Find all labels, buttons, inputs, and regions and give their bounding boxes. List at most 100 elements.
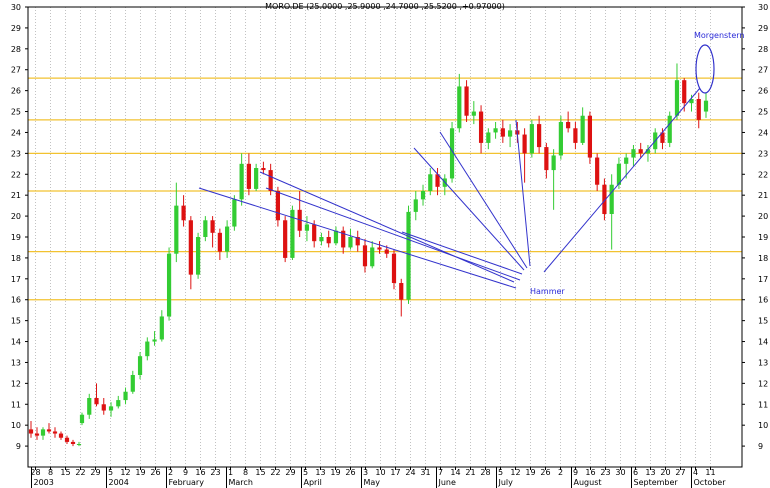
y-tick-label-right: 26 [758, 87, 768, 96]
hammer-pointer-line [543, 87, 701, 273]
y-tick-label-left: 9 [16, 442, 21, 451]
x-tick-label: 5 [108, 468, 113, 477]
x-tick-label: 5 [498, 468, 503, 477]
x-tick-label: 26 [150, 468, 160, 477]
x-tick-label: 23 [210, 468, 220, 477]
y-tick-label-right: 22 [758, 170, 768, 179]
candle-body [304, 224, 310, 231]
y-tick-label-right: 16 [758, 296, 768, 305]
x-tick-label: 22 [75, 468, 85, 477]
candle-body [283, 220, 288, 258]
candle-body [391, 253, 397, 283]
candle-body [573, 128, 578, 143]
chart-title: MORO.DE (25.0000 ,25.9000 ,24.7000 ,25.5… [265, 2, 505, 11]
candle-body [624, 157, 629, 164]
x-tick-label: 26 [540, 468, 550, 477]
candle-body [152, 339, 157, 342]
x-tick-label: 22 [270, 468, 280, 477]
x-tick-label: 15 [60, 468, 70, 477]
candle-body [638, 149, 643, 154]
candle-body [674, 80, 680, 116]
candle-body [28, 429, 34, 434]
y-tick-label-left: 19 [11, 233, 21, 242]
candle-body [362, 245, 368, 267]
candle-body [108, 406, 114, 411]
x-tick-label: 8 [243, 468, 248, 477]
candle-body [544, 147, 549, 171]
candle-body [326, 237, 331, 244]
candle-body [225, 226, 230, 252]
candle-body [696, 99, 701, 120]
y-tick-label-left: 21 [11, 191, 21, 200]
candle-body [522, 134, 527, 154]
candle-body [203, 220, 208, 237]
candle-body [377, 247, 382, 250]
candle-body [34, 433, 40, 436]
morgenstern-circle [695, 44, 715, 94]
candle-body [464, 86, 469, 116]
candle-body [370, 247, 375, 267]
x-tick-label: 26 [345, 468, 355, 477]
month-label: July [498, 478, 514, 487]
candle-body [246, 163, 251, 189]
x-tick-label: 10 [375, 468, 385, 477]
x-tick-label: 2 [558, 468, 563, 477]
candle-body [486, 132, 491, 143]
candle-body [420, 191, 426, 200]
y-tick-label-right: 30 [758, 3, 768, 12]
x-tick-label: 14 [450, 468, 460, 477]
candle-body [275, 191, 281, 221]
x-tick-label: 11 [705, 468, 715, 477]
x-tick-label: 31 [420, 468, 430, 477]
candle-body [94, 398, 99, 405]
x-tick-label: 1 [228, 468, 233, 477]
y-tick-label-right: 14 [758, 338, 768, 347]
x-tick-label: 29 [285, 468, 295, 477]
month-label: February [169, 478, 205, 487]
candle-body [667, 115, 672, 143]
y-tick-label-right: 19 [758, 233, 768, 242]
hammer-pointer-line [413, 147, 525, 271]
candle-body [79, 414, 85, 424]
x-tick-label: 9 [573, 468, 578, 477]
y-tick-label-right: 15 [758, 317, 768, 326]
candle-body [413, 199, 418, 212]
candle-body [232, 199, 237, 227]
x-tick-label: 28 [30, 468, 40, 477]
x-tick-label: 4 [693, 468, 698, 477]
x-tick-label: 15 [255, 468, 265, 477]
candle-body [137, 356, 143, 375]
grid [35, 7, 711, 467]
y-tick-label-left: 20 [11, 212, 21, 221]
candle-body [70, 441, 76, 444]
candle-body [312, 224, 317, 242]
candle-body [587, 115, 593, 158]
month-label: March [229, 478, 253, 487]
annotation-hammer: Hammer [530, 287, 565, 296]
month-label: 2003 [34, 478, 54, 487]
hammer-pointer-line [198, 187, 517, 289]
y-tick-label-right: 24 [758, 128, 768, 137]
y-tick-label-right: 25 [758, 108, 768, 117]
y-tick-label-right: 18 [758, 254, 768, 263]
candle-body [399, 283, 404, 300]
candle-body [210, 220, 215, 233]
x-tick-label: 8 [48, 468, 53, 477]
candle-body [537, 124, 542, 148]
candle-body [682, 80, 687, 104]
candle-body [384, 249, 389, 254]
y-tick-label-right: 23 [758, 149, 768, 158]
candle-body [52, 431, 58, 434]
y-tick-label-left: 22 [11, 170, 21, 179]
x-tick-label: 20 [660, 468, 670, 477]
x-tick-label: 7 [438, 468, 443, 477]
candle-body [188, 220, 193, 275]
candle-body [566, 122, 571, 129]
candle-body [76, 444, 82, 445]
y-tick-label-left: 24 [11, 128, 21, 137]
y-tick-label-left: 15 [11, 317, 21, 326]
candle-body [660, 132, 665, 143]
candle-body [145, 341, 150, 357]
candle-body [595, 157, 600, 185]
